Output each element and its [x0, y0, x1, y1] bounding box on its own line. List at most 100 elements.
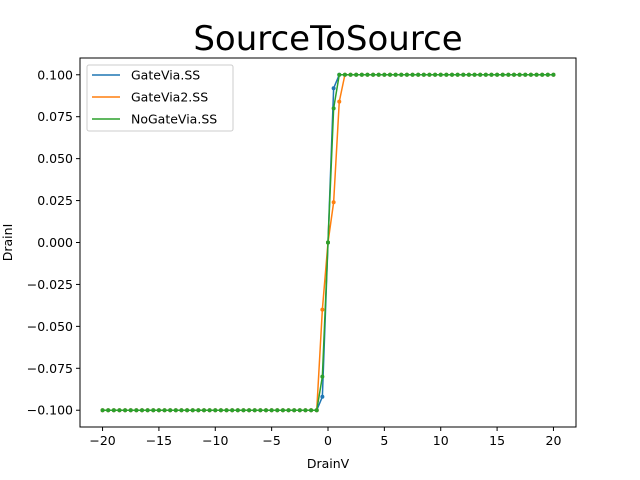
data-point [297, 408, 302, 413]
data-point [106, 408, 111, 413]
data-point [320, 307, 325, 312]
data-point [393, 72, 398, 77]
data-point [286, 408, 291, 413]
data-point [320, 394, 325, 399]
data-point [382, 72, 387, 77]
data-point [173, 408, 178, 413]
data-point [309, 408, 314, 413]
data-point [483, 72, 488, 77]
x-tick-label: 10 [433, 433, 449, 448]
data-point [421, 72, 426, 77]
data-point [433, 72, 438, 77]
data-point [326, 240, 330, 245]
data-point [399, 72, 404, 77]
data-point [179, 408, 184, 413]
data-point [517, 72, 522, 77]
data-point [202, 408, 206, 413]
data-point [461, 72, 466, 77]
data-point [410, 72, 415, 77]
legend-box [86, 64, 234, 132]
data-point [331, 86, 336, 91]
data-point [320, 374, 325, 379]
data-point [280, 408, 285, 413]
data-point [196, 408, 201, 413]
data-point [438, 72, 443, 77]
data-point [252, 408, 257, 413]
data-point [495, 72, 500, 77]
data-point [117, 408, 122, 413]
data-point [156, 408, 161, 413]
data-point [489, 72, 494, 77]
data-point [512, 72, 516, 77]
data-point [348, 72, 353, 77]
data-point [376, 72, 381, 77]
y-tick-label: 0.100 [37, 67, 73, 82]
data-point [331, 106, 336, 111]
data-point [123, 408, 128, 413]
data-point [427, 72, 432, 77]
legend-label: NoGateVia.SS [131, 112, 217, 127]
data-point [185, 408, 190, 413]
data-point [540, 72, 545, 77]
plot-frame [79, 57, 577, 428]
data-point [168, 408, 173, 413]
data-point [264, 408, 268, 413]
data-point [134, 408, 139, 413]
legend-label: GateVia.SS [131, 68, 200, 83]
y-tick-label: 0.000 [37, 235, 73, 250]
data-point [314, 408, 319, 413]
data-point [466, 72, 471, 77]
data-point [190, 408, 195, 413]
y-tick-label: 0.025 [37, 193, 73, 208]
data-point [337, 72, 342, 77]
legend: GateVia.SS GateVia2.SS NoGateVia.SS [86, 64, 234, 132]
y-tick-label: −0.050 [27, 319, 73, 334]
data-point [506, 72, 511, 77]
data-point [478, 72, 483, 77]
series-layer [100, 72, 556, 413]
y-tick-label: 0.075 [37, 109, 73, 124]
data-point [207, 408, 212, 413]
series-2 [100, 72, 556, 413]
legend-label: GateVia2.SS [131, 90, 208, 105]
data-point [472, 72, 477, 77]
x-tick-label: 0 [324, 433, 332, 448]
data-point [416, 72, 421, 77]
data-point [145, 408, 150, 413]
data-point [450, 72, 454, 77]
data-point [444, 72, 449, 77]
x-tick-label: −20 [89, 433, 115, 448]
x-tick-label: 15 [489, 433, 505, 448]
data-point [235, 408, 240, 413]
y-tick-label: −0.100 [27, 403, 73, 418]
data-point [342, 72, 347, 77]
data-point [269, 408, 274, 413]
y-axis-label: DrainI [0, 224, 15, 262]
data-point [331, 200, 336, 205]
data-point [218, 408, 223, 413]
data-point [534, 72, 539, 77]
y-tick-label: 0.050 [37, 151, 73, 166]
x-tick-label: 5 [380, 433, 388, 448]
data-point [128, 408, 133, 413]
data-point [528, 72, 533, 77]
data-point [500, 72, 505, 77]
data-point [224, 408, 229, 413]
y-tick-label: −0.025 [27, 277, 73, 292]
x-axis-label: DrainV [307, 456, 350, 471]
x-tick-label: −10 [202, 433, 228, 448]
data-point [162, 408, 167, 413]
data-point [292, 408, 297, 413]
data-point [275, 408, 280, 413]
data-point [213, 408, 218, 413]
data-point [551, 72, 556, 77]
data-point [455, 72, 460, 77]
data-point [404, 72, 409, 77]
y-tick-label: −0.075 [27, 361, 73, 376]
data-point [388, 72, 392, 77]
data-point [545, 72, 550, 77]
data-point [247, 408, 252, 413]
data-point [111, 408, 116, 413]
data-point [354, 72, 359, 77]
